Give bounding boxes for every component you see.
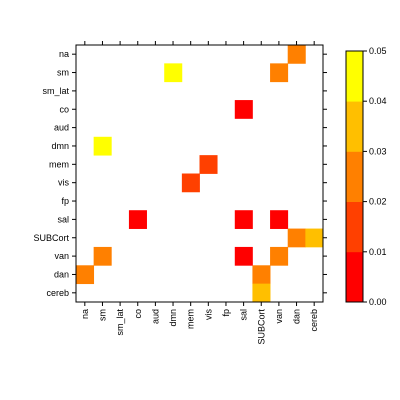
- colorbar-tick-label: 0.02: [369, 197, 387, 207]
- heatmap-cell-SUBCort-cereb: [305, 228, 324, 248]
- x-tick-label: SUBCort: [256, 309, 266, 345]
- heatmap-axes: nasmsm_latcoauddmnmemvisfpsalSUBCortvand…: [33, 41, 327, 345]
- y-tick-label: vis: [58, 178, 69, 188]
- y-tick-label: co: [59, 104, 69, 114]
- heatmap-cell-sal-van: [270, 210, 289, 229]
- heatmap-cell-co-sal: [234, 100, 253, 119]
- heatmap-cell-sal-co: [128, 210, 147, 229]
- heatmap-cell-mem-vis: [199, 155, 218, 174]
- colorbar-tick-label: 0.00: [369, 297, 387, 307]
- y-tick-label: na: [59, 49, 69, 59]
- y-tick-label: sm: [57, 68, 69, 78]
- colorbar-tick-label: 0.04: [369, 96, 387, 106]
- heatmap-cell-vis-mem: [181, 173, 200, 193]
- x-tick-label: dmn: [168, 309, 178, 327]
- colorbar-swatch: [346, 151, 363, 202]
- heatmap-cell-dan-na: [76, 265, 95, 285]
- x-tick-label: van: [274, 309, 284, 324]
- y-tick-label: dmn: [51, 141, 69, 151]
- colorbar-tick-label: 0.03: [369, 146, 387, 156]
- heatmap-cell-cereb-SUBCort: [252, 283, 271, 303]
- colorbar-frame: [345, 50, 364, 303]
- heatmap-cell-van-sm: [93, 246, 112, 266]
- heatmap-cell-na-dan: [287, 45, 306, 64]
- x-tick-label: co: [133, 309, 143, 319]
- y-tick-label: cereb: [46, 288, 69, 298]
- y-tick-label: dan: [54, 269, 69, 279]
- heatmap-cell-sm-van: [270, 63, 289, 83]
- y-tick-label: sm_lat: [42, 86, 69, 96]
- colorbar-swatch: [346, 201, 363, 253]
- x-tick-label: fp: [221, 309, 231, 317]
- x-tick-label: cereb: [309, 309, 319, 332]
- colorbar-swatch: [346, 101, 363, 152]
- x-tick-label: aud: [150, 309, 160, 324]
- y-tick-label: aud: [54, 123, 69, 133]
- heatmap-cell-sal-sal: [234, 210, 253, 229]
- heatmap-cell-dmn-sm: [93, 136, 112, 156]
- colorbar-tick-label: 0.05: [369, 46, 387, 56]
- colorbar: 0.00 0.01 0.02 0.03 0.04 0.05: [345, 46, 387, 307]
- x-tick-label: na: [80, 309, 90, 319]
- x-tick-label: vis: [203, 309, 213, 320]
- x-tick-label: sal: [239, 309, 249, 321]
- heatmap-cell-van-sal: [234, 246, 253, 266]
- heatmap-cell-dan-SUBCort: [252, 265, 271, 285]
- heatmap-cell-sm-dmn: [164, 63, 183, 83]
- y-tick-label: sal: [57, 214, 69, 224]
- y-tick-label: SUBCort: [33, 233, 69, 243]
- plot-frame: [75, 44, 324, 303]
- colorbar-tick-label: 0.01: [369, 247, 387, 257]
- heatmap-cell-SUBCort-dan: [287, 228, 306, 248]
- y-tick-label: mem: [49, 159, 69, 169]
- colorbar-swatch: [346, 251, 363, 303]
- heatmap-cells: [76, 45, 324, 303]
- y-tick-label: fp: [61, 196, 69, 206]
- heatmap-cell-van-van: [270, 246, 289, 266]
- colorbar-swatch: [346, 51, 363, 102]
- x-tick-label: dan: [292, 309, 302, 324]
- x-tick-label: mem: [186, 309, 196, 329]
- x-tick-label: sm_lat: [115, 309, 125, 336]
- x-tick-label: sm: [97, 309, 107, 321]
- y-tick-label: van: [54, 251, 69, 261]
